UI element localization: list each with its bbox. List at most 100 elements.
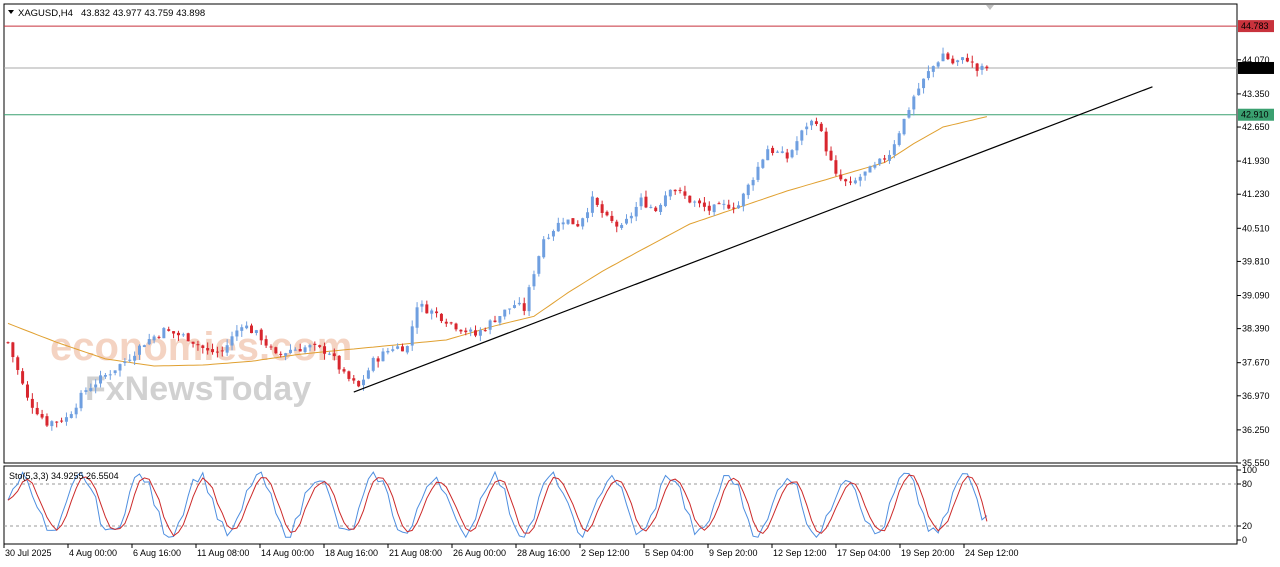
candle-body — [259, 329, 263, 341]
candle-body — [868, 166, 872, 173]
candle-body — [215, 351, 219, 353]
candle-body — [381, 351, 385, 362]
candle-body — [532, 274, 536, 287]
candle-body — [420, 303, 424, 307]
candle-body — [615, 221, 619, 227]
candle-body — [410, 326, 414, 346]
candle-body — [449, 322, 453, 324]
candle-body — [439, 313, 443, 322]
price-tick-label: 39.810 — [1242, 256, 1270, 266]
candle-body — [581, 218, 585, 227]
candle-body — [323, 346, 327, 354]
candle-body — [279, 353, 283, 355]
candle-body — [474, 330, 478, 336]
candle-body — [751, 179, 755, 186]
watermark-sub: FxNewsToday — [85, 370, 311, 408]
candle-body — [352, 378, 356, 381]
dropdown-arrow-icon[interactable] — [8, 10, 14, 14]
candle-body — [444, 321, 448, 324]
candle-body — [907, 110, 911, 118]
price-tick-label: 42.650 — [1242, 122, 1270, 132]
time-axis[interactable]: 30 Jul 2025 4 Aug 00:00 6 Aug 16:00 11 Aug … — [3, 544, 1019, 558]
candle-body — [376, 358, 380, 362]
candle-body — [912, 96, 916, 110]
candle-body — [883, 158, 887, 160]
candle-body — [654, 207, 658, 212]
support-trendline — [353, 86, 1153, 393]
candle-body — [839, 174, 843, 180]
candle-body — [819, 123, 823, 132]
candle-body — [469, 329, 473, 332]
candle-body — [89, 388, 93, 391]
candle-body — [40, 414, 44, 418]
candle-body — [176, 332, 180, 336]
candle-body — [722, 203, 726, 205]
price-tick-label: 36.250 — [1242, 425, 1270, 435]
candle-body — [707, 205, 711, 211]
price-axis[interactable]: 44.070 43.350 42.650 41.930 41.230 40.510 39.8… — [1237, 20, 1274, 468]
candle-body — [571, 218, 575, 225]
candle-body — [157, 336, 161, 338]
candle-body — [113, 370, 117, 374]
candle-body — [961, 57, 965, 61]
shift-marker-icon[interactable] — [986, 5, 994, 10]
time-tick-label: 28 Aug 16:00 — [517, 548, 570, 558]
candle-body — [206, 348, 210, 351]
price-tick-label: 44.070 — [1242, 55, 1270, 65]
candle-body — [391, 349, 395, 351]
candle-body — [824, 131, 828, 152]
candle-body — [225, 345, 229, 353]
candle-body — [84, 390, 88, 392]
candle-body — [303, 347, 307, 353]
candle-body — [6, 342, 10, 344]
candle-body — [254, 330, 258, 334]
time-tick-label: 14 Aug 00:00 — [261, 548, 314, 558]
candle-body — [50, 421, 54, 427]
candle-body — [683, 191, 687, 196]
stochastic-main-line — [7, 470, 988, 539]
candle-body — [313, 343, 317, 345]
symbol-title: XAGUSD,H4 — [18, 8, 73, 19]
candle-body — [698, 200, 702, 204]
candle-body — [454, 323, 458, 330]
candle-body — [693, 201, 697, 203]
candle-body — [69, 414, 73, 418]
stochastic-tick-label: 80 — [1242, 479, 1252, 489]
candle-body — [951, 58, 955, 64]
candle-body — [274, 347, 278, 354]
candle-body — [508, 308, 512, 310]
price-tick-label: 41.230 — [1242, 189, 1270, 199]
candle-body — [732, 207, 736, 209]
candle-body — [878, 158, 882, 165]
time-tick-label: 6 Aug 16:00 — [133, 548, 181, 558]
candle-body — [737, 205, 740, 209]
candle-body — [902, 118, 906, 135]
ma-line — [7, 116, 988, 367]
main-pane[interactable] — [3, 3, 1238, 464]
candle-body — [775, 151, 779, 153]
time-tick-label: 26 Aug 00:00 — [453, 548, 506, 558]
candle-body — [240, 327, 244, 331]
candle-body — [186, 333, 190, 342]
price-tick-label: 41.930 — [1242, 156, 1270, 166]
candle-body — [980, 65, 984, 70]
candle-body — [795, 141, 799, 151]
candle-body — [644, 196, 648, 208]
time-tick-label: 9 Sep 20:00 — [709, 548, 758, 558]
candle-body — [308, 345, 312, 348]
time-tick-label: 17 Sep 04:00 — [837, 548, 891, 558]
candle-body — [853, 180, 857, 184]
candle-body — [405, 346, 409, 353]
candle-body — [21, 371, 25, 384]
trendline[interactable] — [353, 86, 1153, 393]
candle-body — [522, 303, 526, 311]
price-tick-label: 40.510 — [1242, 223, 1270, 233]
stochastic-pane[interactable] — [3, 465, 1238, 545]
candle-body — [956, 60, 960, 63]
candle-body — [327, 353, 331, 355]
candle-body — [629, 215, 633, 219]
candle-body — [191, 341, 195, 344]
candlesticks — [6, 47, 989, 431]
candle-body — [147, 339, 151, 345]
